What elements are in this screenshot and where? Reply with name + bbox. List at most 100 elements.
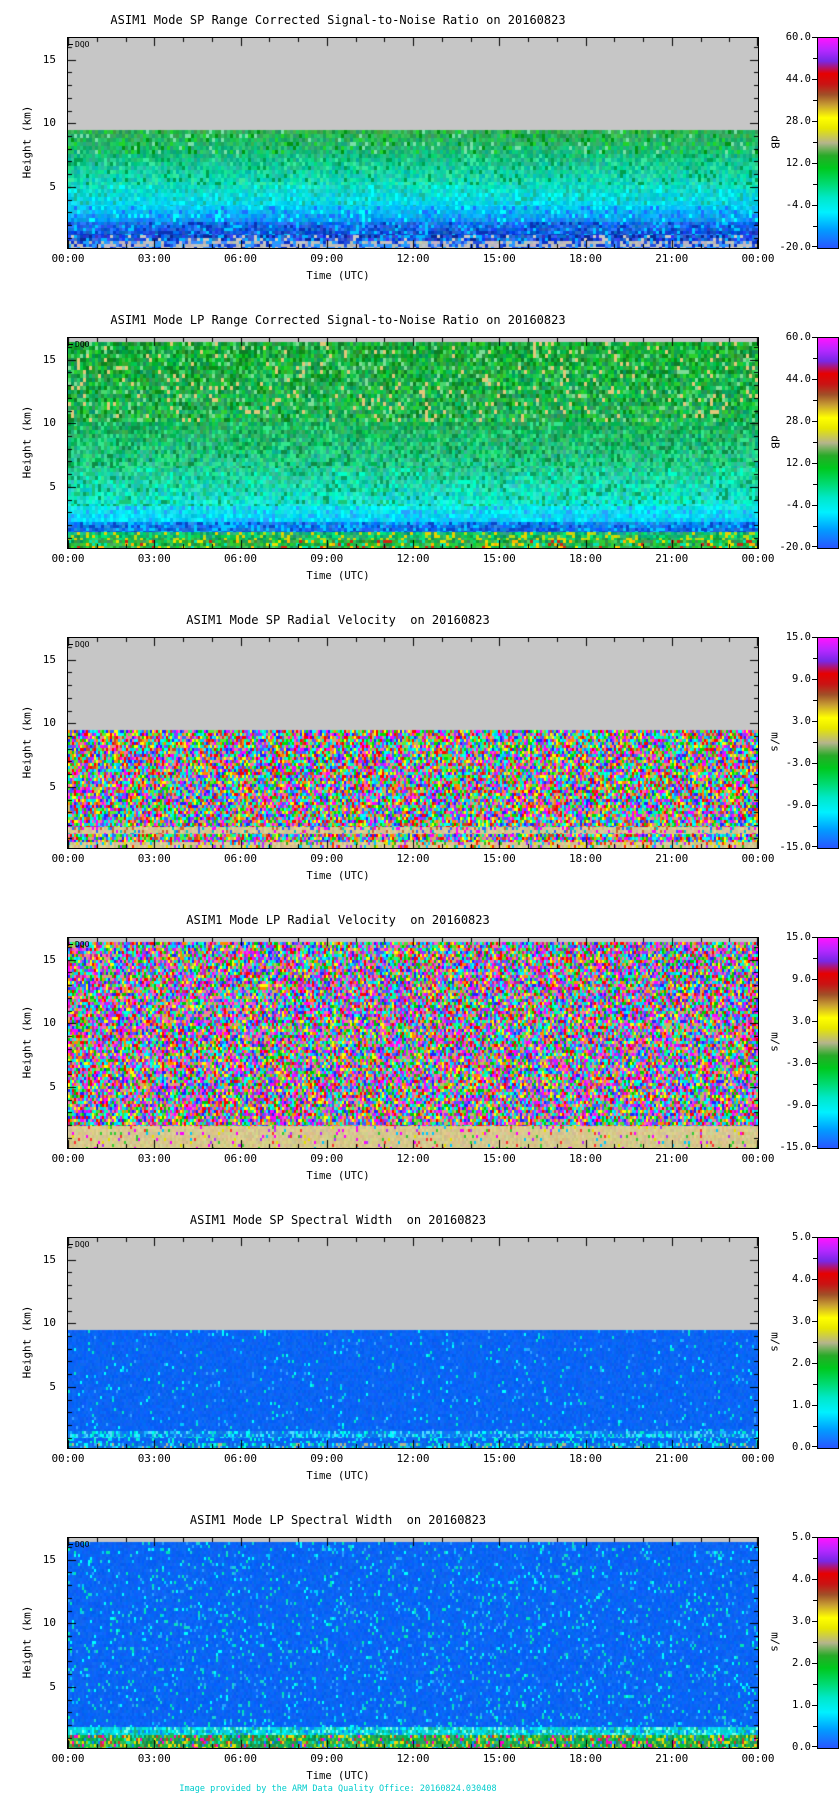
plot-area: DQO (67, 1237, 759, 1449)
heatmap-canvas (68, 1538, 758, 1748)
x-tick-label: 09:00 (310, 1152, 344, 1165)
dqo-annotation: DQO (75, 340, 90, 349)
colorbar-major-tick (812, 463, 817, 464)
x-tick-label: 03:00 (137, 1752, 171, 1765)
heatmap-canvas (68, 638, 758, 848)
panel-title: ASIM1 Mode SP Spectral Width on 20160823 (189, 1213, 487, 1227)
colorbar-tick-label: -15.0 (779, 1141, 811, 1153)
colorbar-major-tick (812, 421, 817, 422)
colorbar-minor-tick (813, 1126, 817, 1127)
dqo-annotation: DQO (75, 940, 90, 949)
colorbar-major-tick (812, 1146, 817, 1147)
colorbar-minor-tick (813, 784, 817, 785)
colorbar-tick-label: -9.0 (785, 799, 811, 811)
colorbar-major-tick (812, 1537, 817, 1538)
colorbar-unit-label: m/s (768, 1032, 782, 1052)
x-tick-label: 15:00 (482, 1152, 516, 1165)
panel-title: ASIM1 Mode LP Radial Velocity on 2016082… (186, 913, 490, 927)
colorbar-tick-label: 4.0 (792, 1573, 811, 1585)
y-tick-label: 10 (42, 1616, 56, 1630)
colorbar-tick-label: 5.0 (792, 1231, 811, 1243)
colorbar-major-tick (812, 1621, 817, 1622)
plot-area: DQO (67, 1537, 759, 1749)
colorbar-minor-tick (813, 958, 817, 959)
colorbar-major-tick (812, 1237, 817, 1238)
y-tick-label: 10 (42, 716, 56, 730)
colorbar (817, 37, 839, 249)
colorbar-minor-tick (813, 142, 817, 143)
colorbar-minor-tick (813, 700, 817, 701)
x-tick-label: 21:00 (655, 252, 689, 265)
x-tick-label: 12:00 (396, 1752, 430, 1765)
y-tick-label: 15 (42, 352, 56, 366)
x-tick-label: 00:00 (51, 1152, 85, 1165)
y-tick-label: 10 (42, 416, 56, 430)
colorbar-tick-label: 0.0 (792, 1741, 811, 1753)
x-tick-label: 00:00 (741, 252, 775, 265)
x-tick-label: 15:00 (482, 552, 516, 565)
colorbar-minor-tick (813, 1726, 817, 1727)
x-tick-label: 03:00 (137, 1152, 171, 1165)
colorbar-tick-label: 44.0 (785, 73, 811, 85)
y-tick-label: 5 (49, 779, 56, 793)
colorbar-tick-label: 2.0 (792, 1657, 811, 1669)
colorbar-minor-tick (813, 1600, 817, 1601)
colorbar-tick-label: 3.0 (792, 1315, 811, 1327)
dqo-tick (68, 644, 73, 645)
x-tick-label: 03:00 (137, 552, 171, 565)
y-tick-label: 15 (42, 1552, 56, 1566)
colorbar-unit-label: m/s (768, 1632, 782, 1652)
colorbar-major-tick (812, 1363, 817, 1364)
x-tick-label: 06:00 (223, 1152, 258, 1165)
x-axis-label: Time (UTC) (306, 570, 370, 582)
colorbar-major-tick (812, 1063, 817, 1064)
x-tick-label: 06:00 (223, 252, 258, 265)
dqo-annotation: DQO (75, 640, 90, 649)
colorbar-unit-label: dB (768, 435, 782, 449)
colorbar-major-tick (812, 337, 817, 338)
colorbar-major-tick (812, 1405, 817, 1406)
colorbar-tick-label: 15.0 (785, 931, 811, 943)
x-tick-label: 06:00 (223, 552, 258, 565)
colorbar-major-tick (812, 1446, 817, 1447)
x-tick-label: 03:00 (137, 252, 171, 265)
colorbar-tick-label: 15.0 (785, 631, 811, 643)
colorbar-major-tick (812, 1321, 817, 1322)
colorbar-major-tick (812, 546, 817, 547)
colorbar-major-tick (812, 121, 817, 122)
x-tick-label: 21:00 (655, 1452, 689, 1465)
x-tick-label: 00:00 (51, 1752, 85, 1765)
colorbar-tick-label: 9.0 (792, 673, 811, 685)
y-tick-label: 15 (42, 1252, 56, 1266)
x-tick-label: 09:00 (310, 1452, 344, 1465)
x-tick-label: 18:00 (568, 552, 603, 565)
colorbar-tick-label: 1.0 (792, 1399, 811, 1411)
colorbar-major-tick (812, 379, 817, 380)
colorbar-tick-label: 2.0 (792, 1357, 811, 1369)
colorbar-unit-label: m/s (768, 732, 782, 752)
colorbar-major-tick (812, 205, 817, 206)
dqo-annotation: DQO (75, 1540, 90, 1549)
colorbar-tick-label: 5.0 (792, 1531, 811, 1543)
colorbar-major-tick (812, 1705, 817, 1706)
panel-2: ASIM1 Mode LP Range Corrected Signal-to-… (0, 300, 840, 600)
colorbar-tick-label: 3.0 (792, 1015, 811, 1027)
colorbar-minor-tick (813, 742, 817, 743)
x-tick-label: 00:00 (51, 552, 85, 565)
heatmap-canvas (68, 338, 758, 548)
colorbar-minor-tick (813, 442, 817, 443)
colorbar-minor-tick (813, 1384, 817, 1385)
colorbar-tick-label: 3.0 (792, 1615, 811, 1627)
colorbar-tick-label: 44.0 (785, 373, 811, 385)
colorbar-minor-tick (813, 1042, 817, 1043)
y-tick-label: 15 (42, 952, 56, 966)
colorbar-minor-tick (813, 658, 817, 659)
colorbar-tick-label: -3.0 (785, 757, 811, 769)
colorbar-major-tick (812, 1746, 817, 1747)
colorbar-tick-label: 9.0 (792, 973, 811, 985)
colorbar-tick-label: -3.0 (785, 1057, 811, 1069)
y-tick-label: 15 (42, 652, 56, 666)
colorbar-major-tick (812, 846, 817, 847)
x-tick-label: 00:00 (741, 1152, 775, 1165)
